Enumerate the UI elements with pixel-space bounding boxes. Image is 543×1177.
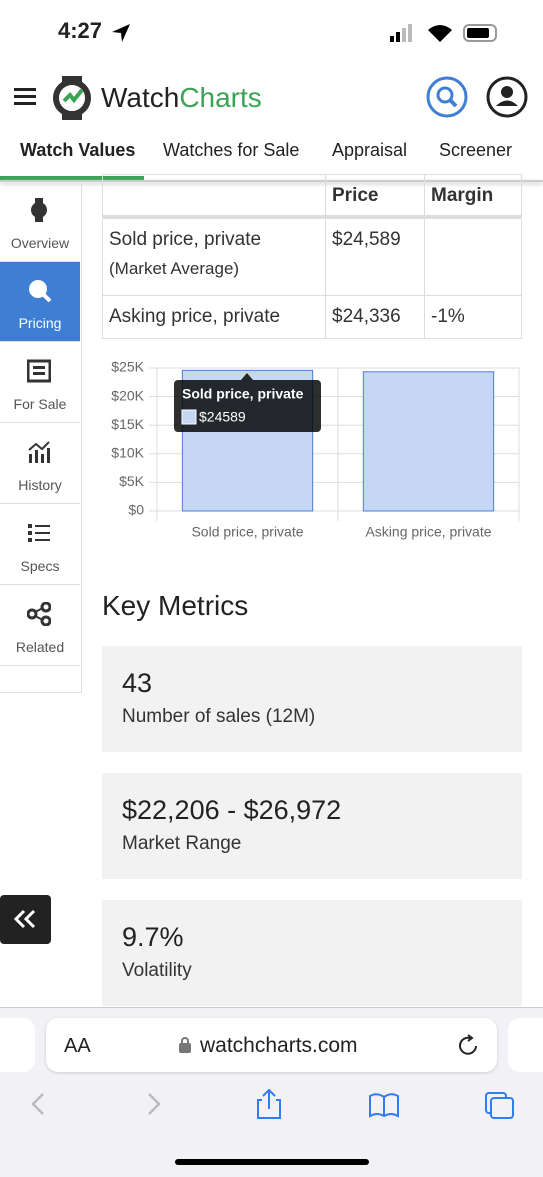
prev-tab[interactable] <box>0 1018 35 1072</box>
status-icons <box>390 24 497 42</box>
next-tab[interactable] <box>508 1018 543 1072</box>
metric-label: Number of sales (12M) <box>122 706 316 727</box>
table-cell: -1% <box>424 295 522 339</box>
back-button[interactable] <box>31 1093 44 1115</box>
y-tick-label: $15K <box>111 416 144 432</box>
x-tick-label: Sold price, private <box>191 524 303 540</box>
sidebar-label: History <box>18 477 62 493</box>
sidebar-label: For Sale <box>13 396 67 412</box>
address-bar[interactable] <box>46 1018 497 1072</box>
collapse-button[interactable] <box>0 895 51 944</box>
tooltip-title: Sold price, private <box>182 386 304 402</box>
section-title: Key Metrics <box>102 590 249 621</box>
metric-card: 9.7% Volatility <box>102 900 522 1006</box>
sidebar-item[interactable]: For Sale <box>0 343 80 423</box>
sidebar-label: Related <box>15 639 65 655</box>
metric-label: Volatility <box>122 960 192 981</box>
metric-value: 9.7% <box>122 922 184 952</box>
y-tick-label: $5K <box>119 473 145 489</box>
active-tab-indicator <box>0 176 144 180</box>
row-label: Sold price, private <box>109 229 262 250</box>
metric-card: 43 Number of sales (12M) <box>102 646 522 752</box>
table-header-cell <box>102 174 326 218</box>
sidebar-label: Pricing <box>18 315 62 331</box>
bookmarks-button[interactable] <box>369 1093 399 1118</box>
tooltip-label: $24589 <box>199 409 246 425</box>
y-tick-label: $20K <box>111 387 144 403</box>
sidebar-item[interactable]: Specs <box>0 505 80 585</box>
icon <box>31 198 47 222</box>
icon <box>28 524 50 542</box>
bar <box>362 371 495 512</box>
metric-value: 43 <box>122 668 153 698</box>
x-tick-label: Asking price, private <box>365 524 491 540</box>
menu-button[interactable] <box>14 86 38 108</box>
location-icon <box>112 24 130 42</box>
tab[interactable]: Watches for Sale <box>163 140 300 160</box>
icon <box>27 359 51 383</box>
forward-button[interactable] <box>148 1093 161 1115</box>
brand-charts: Charts <box>179 82 262 113</box>
sidebar-label: Specs <box>20 558 60 574</box>
icon <box>28 441 50 463</box>
y-tick-label: $10K <box>111 445 144 461</box>
sidebar-item[interactable]: History <box>0 424 80 504</box>
sidebar: Overview Pricing For Sale History Specs … <box>0 182 82 693</box>
tab[interactable]: Watch Values <box>20 140 136 160</box>
logo[interactable] <box>52 76 92 120</box>
icon <box>27 602 51 626</box>
icon <box>29 280 51 302</box>
y-tick-label: $25K <box>111 359 144 375</box>
sidebar-label: Overview <box>10 235 70 251</box>
table-header-cell: Margin <box>424 174 522 218</box>
share-button[interactable] <box>257 1088 281 1119</box>
status-time: 4:27 <box>58 18 103 43</box>
text-size-button[interactable]: AA <box>64 1035 91 1057</box>
chart: $0 $5K $10K $15K $20K $25K Sold price, private… <box>111 359 520 540</box>
account-button[interactable] <box>485 75 529 119</box>
y-tick-label: $0 <box>128 502 144 518</box>
metric-value: $22,206 - $26,972 <box>122 795 342 825</box>
reload-button[interactable] <box>457 1034 481 1058</box>
table-cell: $24,589 <box>325 218 425 296</box>
brand[interactable]: WatchCharts <box>101 82 262 114</box>
table-cell: Sold price, private (Market Average) <box>102 218 326 296</box>
table-cell <box>424 218 522 296</box>
sidebar-item[interactable]: Overview <box>0 182 80 262</box>
tooltip-pointer <box>241 373 253 380</box>
tooltip: Sold price, private $24589 <box>174 373 321 432</box>
metric-card: $22,206 - $26,972 Market Range <box>102 773 522 879</box>
row-sublabel: (Market Average) <box>109 259 240 278</box>
table-cell: $24,336 <box>325 295 425 339</box>
tab[interactable]: Screener <box>439 140 513 160</box>
browser-toolbar <box>31 1088 514 1119</box>
tooltip-swatch <box>181 409 197 425</box>
lock-icon <box>179 1037 191 1053</box>
url[interactable]: watchcharts.com <box>200 1034 358 1057</box>
tabs-button[interactable] <box>485 1092 514 1119</box>
tooltip-box <box>174 380 321 432</box>
sidebar-item[interactable]: Related <box>0 586 80 666</box>
table-header-cell: Price <box>325 174 425 218</box>
home-indicator <box>175 1159 369 1165</box>
table-cell: Asking price, private <box>102 295 326 339</box>
header-divider <box>0 180 543 182</box>
brand-watch: Watch <box>101 82 180 113</box>
sidebar-item[interactable]: Pricing <box>0 262 80 342</box>
tab[interactable]: Appraisal <box>332 140 408 160</box>
metric-label: Market Range <box>122 833 242 854</box>
search-button[interactable] <box>425 75 469 119</box>
